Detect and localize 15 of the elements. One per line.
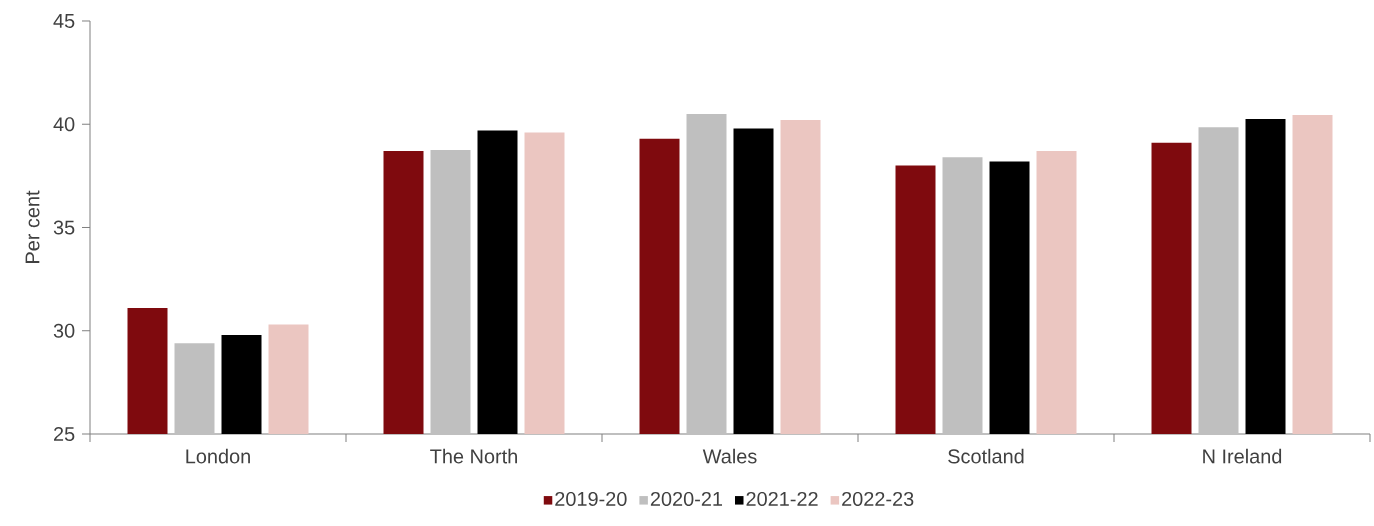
y-tick-label: 30 xyxy=(53,323,75,338)
legend-label: 2021-22 xyxy=(746,491,818,506)
y-axis-title: Per cent xyxy=(25,190,40,263)
legend-label: 2019-20 xyxy=(555,491,627,506)
y-tick-label: 45 xyxy=(53,14,75,28)
x-tick-label: The North xyxy=(430,448,517,464)
y-tick-label: 35 xyxy=(53,220,75,235)
x-tick-label: Scotland xyxy=(948,448,1024,464)
legend-label: 2022-23 xyxy=(842,491,914,506)
x-tick-label: N Ireland xyxy=(1203,448,1282,464)
y-tick-label: 40 xyxy=(53,117,75,132)
legend-label: 2020-21 xyxy=(650,491,723,506)
x-tick-label: Wales xyxy=(702,448,757,464)
y-tick-label: 25 xyxy=(54,426,75,442)
x-tick-label: London xyxy=(186,448,250,464)
